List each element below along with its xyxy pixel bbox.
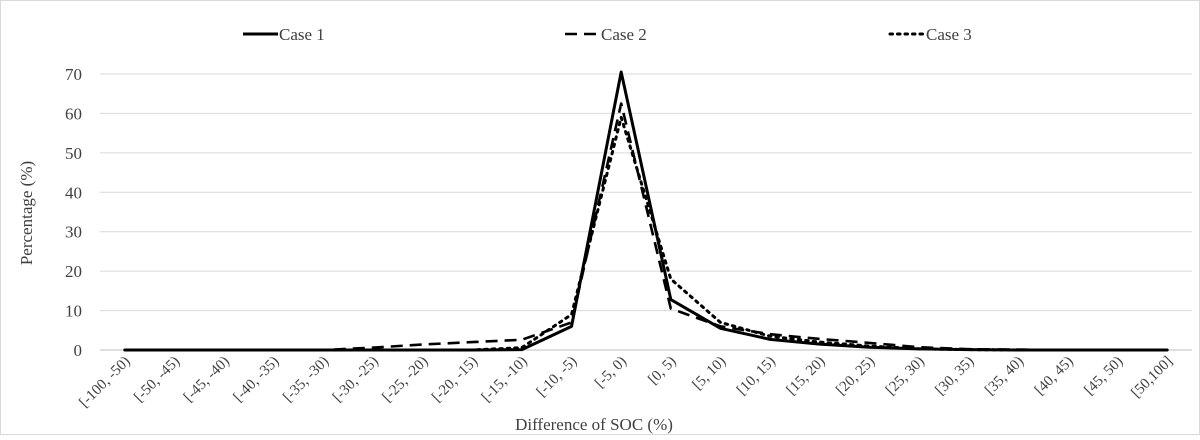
x-tick-label: [-35, -30) xyxy=(280,354,332,406)
x-tick-label: [-10, -5) xyxy=(534,354,581,401)
series-line-case-2 xyxy=(124,102,1168,352)
y-tick-label: 20 xyxy=(65,262,82,281)
y-tick-label: 70 xyxy=(65,65,82,84)
x-tick-label: [-25, -20) xyxy=(380,354,432,406)
y-tick-label: 60 xyxy=(65,104,82,123)
x-axis-ticks: [-100, -50)[-50, -45)[-45, -40)[-40, -35… xyxy=(76,354,1176,411)
y-axis-title: Percentage (%) xyxy=(17,161,36,265)
x-tick-label: [-100, -50) xyxy=(76,354,133,411)
x-tick-label: [-50, -45) xyxy=(131,354,183,406)
x-tick-label: [25, 30) xyxy=(883,354,928,399)
x-tick-label: [-20, -15) xyxy=(429,354,481,406)
x-tick-label: [-30, -25) xyxy=(330,354,382,406)
x-tick-label: [-40, -35) xyxy=(231,354,283,406)
x-tick-label: [-5, 0) xyxy=(592,354,630,392)
y-tick-label: 40 xyxy=(65,183,82,202)
legend-item-case-1: Case 1 xyxy=(243,25,325,44)
legend-label: Case 1 xyxy=(279,25,325,44)
y-tick-label: 50 xyxy=(65,144,82,163)
x-axis-title: Difference of SOC (%) xyxy=(515,415,673,434)
x-tick-label: [10, 15) xyxy=(734,354,779,399)
x-tick-label: [35, 40) xyxy=(982,354,1027,399)
x-tick-label: [50,100] xyxy=(1128,354,1176,402)
legend: Case 1 Case 2 Case 3 xyxy=(243,25,972,44)
x-tick-label: [30, 35) xyxy=(933,354,978,399)
y-axis-ticks: 0 10 20 30 40 50 60 70 xyxy=(65,65,82,360)
y-tick-label: 10 xyxy=(65,302,82,321)
x-tick-label: [5, 10) xyxy=(690,354,730,394)
x-tick-label: [40, 45) xyxy=(1032,354,1077,399)
x-tick-label: [-15, -10) xyxy=(479,354,531,406)
x-tick-label: [0, 5) xyxy=(645,354,679,388)
legend-item-case-2: Case 2 xyxy=(565,25,647,44)
series-lines xyxy=(123,70,1169,352)
legend-label: Case 3 xyxy=(926,25,972,44)
legend-item-case-3: Case 3 xyxy=(888,25,972,44)
x-tick-label: [20, 25) xyxy=(833,354,878,399)
series-line-case-3 xyxy=(123,115,1169,352)
x-tick-label: [45, 50) xyxy=(1081,354,1126,399)
legend-label: Case 2 xyxy=(601,25,647,44)
x-tick-label: [-45, -40) xyxy=(181,354,233,406)
x-tick-label: [15, 20) xyxy=(784,354,829,399)
y-tick-label: 30 xyxy=(65,223,82,242)
gridlines xyxy=(100,73,1192,351)
y-tick-label: 0 xyxy=(74,341,83,360)
